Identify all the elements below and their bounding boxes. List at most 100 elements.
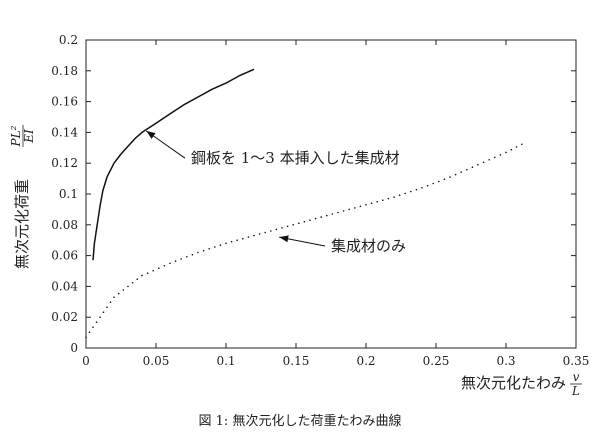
series-point: [415, 188, 418, 191]
series-point: [354, 207, 356, 209]
series-point: [460, 171, 463, 173]
series-point: [303, 220, 306, 223]
series-point: [219, 244, 222, 246]
series-point: [197, 251, 199, 254]
series-point: [225, 242, 227, 245]
series-point: [499, 154, 502, 156]
series-point: [515, 146, 518, 148]
series-point: [102, 311, 105, 314]
series-point: [146, 272, 149, 275]
series-point: [286, 225, 289, 228]
series-point: [136, 278, 139, 281]
series-point: [488, 159, 491, 161]
series-point: [432, 182, 435, 185]
y-tick-label: 0.18: [51, 64, 78, 78]
series-point: [438, 180, 440, 183]
series-point: [127, 285, 129, 288]
ticks-layer: 0 0.05 0.1 0.15 0.2 0.25 0.3 0.35 0 0.02 0.04 0.06 0…: [51, 33, 589, 368]
series-point: [421, 187, 423, 189]
x-axis-label: 無次元化たわみ v L: [461, 370, 582, 398]
series-point: [208, 248, 210, 250]
series-point: [292, 224, 295, 226]
x-tick-label: 0: [82, 354, 90, 368]
series-point: [180, 258, 182, 260]
series-point: [163, 265, 166, 267]
series-point: [510, 148, 513, 151]
series-point: [477, 163, 479, 166]
series-point: [131, 282, 134, 284]
series-point: [393, 196, 395, 198]
series-point: [141, 274, 143, 277]
series-point: [117, 292, 120, 295]
y-axis-label: 無次元化荷重 PL² EI: [9, 125, 36, 269]
series-point: [152, 269, 154, 272]
y-axis-label-text: 無次元化荷重: [13, 179, 31, 269]
annotation-arrow-head: [279, 235, 289, 243]
annotation-label: 集成材のみ: [331, 237, 406, 255]
series-point: [454, 173, 457, 176]
series-point: [99, 316, 101, 319]
series-point: [247, 236, 250, 238]
series-point: [326, 214, 328, 217]
x-tick-label: 0.05: [143, 354, 170, 368]
series-point: [258, 233, 261, 235]
series-point: [88, 331, 91, 334]
annotation-arrow-head: [146, 130, 156, 139]
plot-frame: [85, 39, 577, 349]
y-tick-label: 0.1: [59, 187, 78, 201]
series-point: [253, 234, 255, 237]
series-point: [275, 228, 278, 231]
series-point: [482, 161, 485, 164]
x-tick-label: 0.3: [496, 354, 515, 368]
series-point: [309, 219, 311, 221]
series-point: [158, 267, 160, 270]
series-point: [298, 222, 300, 225]
series-point: [410, 190, 412, 193]
series-line-0: [92, 68, 255, 261]
series-point: [342, 210, 345, 212]
series-point: [106, 306, 108, 309]
x-axis-label-frac-den: L: [571, 384, 580, 398]
series-point: [214, 246, 216, 248]
series-point: [314, 217, 317, 220]
series-point: [281, 227, 283, 229]
series-point: [186, 255, 188, 258]
x-tick-label: 0.25: [423, 354, 450, 368]
series-point: [331, 213, 334, 215]
series-point: [191, 253, 194, 256]
series-point: [348, 208, 351, 211]
x-tick-label: 0.35: [563, 354, 590, 368]
x-axis-label-text: 無次元化たわみ: [461, 374, 566, 392]
y-tick-label: 0.04: [51, 279, 78, 293]
annotation-label: 鋼板を 1〜3 本挿入した集成材: [191, 149, 400, 167]
series-point: [85, 336, 87, 339]
y-tick-label: 0.2: [59, 33, 78, 47]
series-point: [505, 151, 507, 154]
series-point: [398, 194, 401, 196]
series-point: [471, 166, 474, 168]
y-tick-label: 0.02: [51, 310, 78, 324]
series-dots-1: [85, 143, 523, 339]
series-point: [122, 289, 125, 291]
figure-caption: 図 1: 無次元化した荷重たわみ曲線: [199, 413, 402, 429]
series-point: [370, 202, 373, 204]
y-axis-label-frac-den: EI: [22, 129, 36, 144]
series-point: [320, 216, 323, 218]
series-layer: [85, 68, 523, 339]
series-point: [382, 199, 384, 201]
series-point: [174, 260, 177, 262]
series-point: [230, 240, 233, 243]
series-point: [109, 301, 112, 304]
series-point: [270, 230, 272, 232]
series-point: [466, 168, 468, 171]
series-point: [92, 326, 94, 329]
y-tick-label: 0.14: [51, 125, 78, 139]
y-tick-label: 0.16: [51, 95, 78, 109]
series-point: [443, 178, 446, 180]
series-point: [113, 296, 115, 299]
series-point: [426, 184, 429, 187]
series-point: [387, 197, 390, 200]
